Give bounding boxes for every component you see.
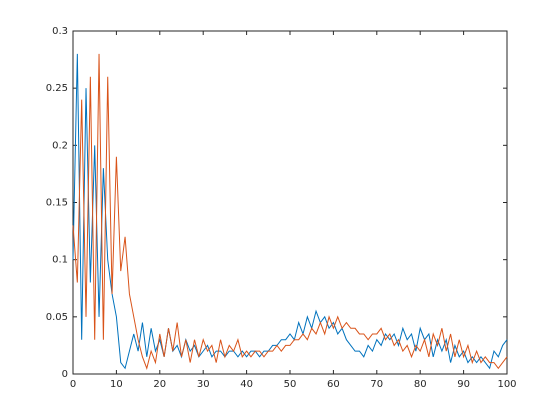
y-tick-label: 0.15	[46, 198, 68, 209]
x-tick-label: 100	[497, 379, 516, 390]
x-tick-label: 80	[414, 379, 427, 390]
y-tick-label: 0.25	[46, 83, 68, 94]
x-tick-label: 70	[370, 379, 383, 390]
x-tick-label: 20	[153, 379, 166, 390]
y-tick-label: 0.1	[52, 255, 68, 266]
x-tick-label: 60	[327, 379, 340, 390]
y-tick-label: 0	[62, 369, 68, 380]
x-tick-label: 90	[457, 379, 470, 390]
x-tick-label: 30	[197, 379, 210, 390]
x-tick-label: 40	[240, 379, 253, 390]
x-tick-label: 0	[70, 379, 76, 390]
series-line	[72, 53, 508, 370]
y-tick-label: 0.3	[52, 26, 68, 37]
axes-box	[72, 30, 508, 375]
x-tick-label: 50	[284, 379, 297, 390]
x-tick-label: 10	[110, 379, 123, 390]
y-tick-label: 0.05	[46, 312, 68, 323]
y-tick-label: 0.2	[52, 140, 68, 151]
series-line	[72, 53, 508, 370]
